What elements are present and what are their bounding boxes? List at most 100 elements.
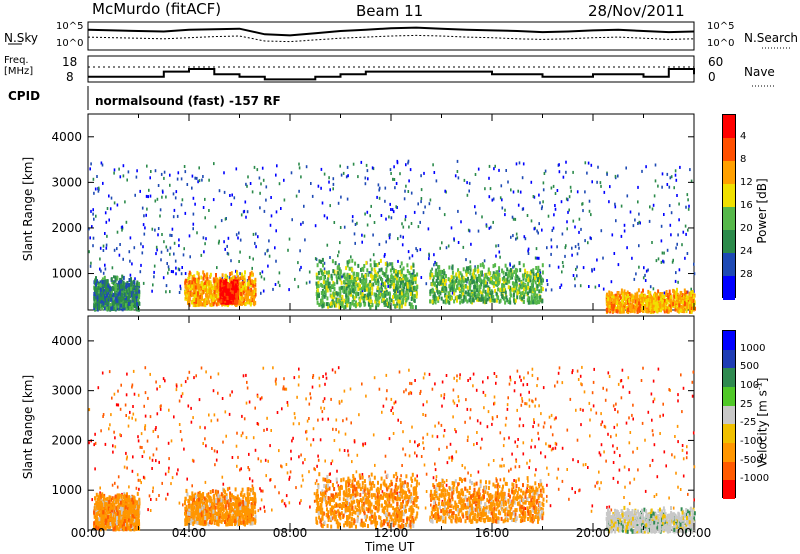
echo-cell [370, 273, 372, 278]
echo-speck [111, 266, 114, 270]
echo-speck [389, 233, 391, 237]
echo-cell [106, 306, 109, 311]
echo-cell [531, 288, 534, 293]
echo-speck [139, 270, 142, 274]
echo-cell [375, 281, 378, 286]
echo-cell [205, 298, 208, 303]
echo-cell [614, 306, 617, 311]
echo-speck [165, 195, 167, 199]
echo-cell [459, 300, 462, 305]
echo-cell [413, 277, 416, 282]
echo-cell [438, 281, 441, 285]
echo-cell [463, 295, 466, 300]
echo-cell [233, 282, 235, 287]
echo-cell [130, 303, 133, 308]
echo-cell [442, 268, 445, 273]
echo-cell [226, 296, 229, 300]
echo-cell [363, 288, 366, 292]
echo-speck [113, 201, 116, 205]
echo-speck [546, 246, 548, 250]
echo-cell [452, 286, 455, 291]
echo-cell [341, 303, 344, 308]
echo-cell [193, 293, 196, 298]
echo-cell [606, 303, 609, 308]
echo-cell [204, 288, 207, 293]
echo-cell [335, 303, 338, 308]
echo-cell [429, 269, 432, 274]
echo-cell [507, 300, 510, 304]
echo-cell [464, 297, 467, 302]
echo-speck [314, 257, 317, 261]
echo-speck [221, 276, 224, 280]
echo-cell [214, 294, 217, 298]
echo-cell [433, 297, 436, 301]
echo-cell [619, 293, 621, 298]
echo-cell [506, 277, 509, 282]
echo-speck [637, 200, 639, 204]
echo-speck [300, 222, 302, 226]
echo-cell [138, 295, 141, 300]
echo-cell [208, 300, 211, 305]
echo-cell [516, 295, 519, 300]
echo-speck [366, 169, 369, 173]
echo-cell [368, 292, 371, 297]
echo-speck [108, 218, 110, 222]
echo-cell [103, 299, 106, 304]
echo-cell [349, 279, 352, 284]
echo-cell [447, 291, 450, 296]
echo-cell [369, 283, 372, 287]
echo-speck [134, 277, 136, 281]
echo-speck [410, 191, 413, 195]
echo-speck [393, 165, 395, 169]
echo-cell [508, 297, 511, 302]
echo-cell [347, 260, 350, 265]
echo-cell [490, 280, 493, 285]
echo-speck [378, 196, 381, 200]
echo-cell [370, 267, 373, 272]
echo-speck [126, 178, 128, 182]
echo-cell [101, 280, 104, 285]
echo-cell [193, 274, 196, 279]
echo-cell [467, 289, 470, 294]
echo-cell [357, 263, 360, 268]
echo-speck [405, 184, 407, 188]
echo-speck [511, 215, 514, 219]
echo-speck [153, 275, 155, 279]
echo-cell [117, 292, 120, 297]
echo-cell [455, 295, 458, 300]
echo-cell [410, 284, 413, 289]
echo-speck [378, 186, 381, 190]
colorbar-swatch [723, 368, 735, 388]
echo-cell [484, 289, 487, 294]
echo-speck [637, 222, 639, 225]
echo-cell [109, 293, 112, 298]
echo-speck [388, 236, 391, 240]
echo-cell [374, 292, 377, 297]
echo-cell [355, 272, 358, 276]
colorbar-swatch [723, 349, 735, 369]
echo-speck [245, 182, 247, 186]
echo-cell [689, 299, 692, 304]
echo-speck [498, 250, 501, 254]
echo-cell [324, 289, 327, 293]
echo-cell [529, 288, 532, 293]
echo-speck [617, 174, 619, 178]
echo-cell [481, 294, 484, 299]
echo-speck [204, 216, 206, 220]
echo-speck [539, 271, 542, 275]
echo-speck [488, 195, 491, 199]
echo-speck [419, 248, 422, 252]
echo-cell [197, 279, 200, 284]
echo-speck [688, 204, 690, 208]
echo-cell [490, 276, 492, 281]
echo-cell [362, 282, 365, 287]
echo-speck [172, 215, 175, 219]
echo-speck [685, 232, 687, 236]
echo-cell [240, 289, 243, 294]
echo-cell [378, 268, 381, 273]
echo-cell [130, 289, 133, 294]
echo-speck [396, 159, 399, 163]
echo-speck [270, 214, 273, 218]
echo-cell [515, 285, 518, 290]
echo-cell [494, 288, 497, 293]
